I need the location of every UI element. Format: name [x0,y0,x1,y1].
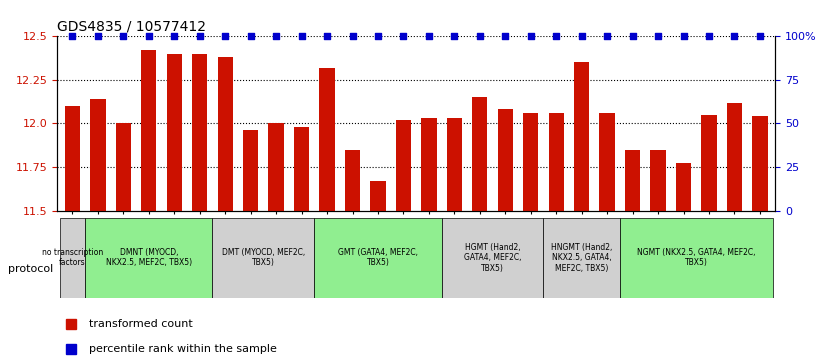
Text: no transcription
factors: no transcription factors [42,248,103,268]
Point [524,33,537,39]
Point [550,33,563,39]
Bar [116,123,131,363]
Point [677,33,690,39]
Text: protocol: protocol [8,264,53,274]
Point [626,33,639,39]
Bar [523,113,539,363]
Text: GDS4835 / 10577412: GDS4835 / 10577412 [57,20,206,34]
FancyBboxPatch shape [441,218,543,298]
Bar [345,150,360,363]
Point [397,33,410,39]
FancyBboxPatch shape [543,218,620,298]
Bar [243,130,259,363]
Text: DMT (MYOCD, MEF2C,
TBX5): DMT (MYOCD, MEF2C, TBX5) [222,248,305,268]
Point [142,33,155,39]
FancyBboxPatch shape [620,218,773,298]
Point [91,33,104,39]
Point [601,33,614,39]
Point [423,33,436,39]
Bar [268,123,284,363]
Point [753,33,766,39]
Bar [64,106,80,363]
Bar [141,50,157,363]
Text: NGMT (NKX2.5, GATA4, MEF2C,
TBX5): NGMT (NKX2.5, GATA4, MEF2C, TBX5) [637,248,756,268]
FancyBboxPatch shape [85,218,212,298]
Point [346,33,359,39]
Point [651,33,664,39]
Point [193,33,206,39]
Point [448,33,461,39]
Point [499,33,512,39]
Bar [472,97,487,363]
Point [269,33,282,39]
Text: HGMT (Hand2,
GATA4, MEF2C,
TBX5): HGMT (Hand2, GATA4, MEF2C, TBX5) [463,243,521,273]
Point [244,33,257,39]
Bar [370,181,386,363]
Point [295,33,308,39]
Point [66,33,79,39]
Point [371,33,384,39]
Text: DMNT (MYOCD,
NKX2.5, MEF2C, TBX5): DMNT (MYOCD, NKX2.5, MEF2C, TBX5) [106,248,192,268]
Bar [446,118,462,363]
Text: transformed count: transformed count [90,319,193,329]
Text: percentile rank within the sample: percentile rank within the sample [90,344,277,354]
Bar [421,118,437,363]
Bar [676,163,691,363]
Point [473,33,486,39]
Bar [192,54,207,363]
FancyBboxPatch shape [314,218,441,298]
Point [168,33,181,39]
Bar [600,113,614,363]
Text: HNGMT (Hand2,
NKX2.5, GATA4,
MEF2C, TBX5): HNGMT (Hand2, NKX2.5, GATA4, MEF2C, TBX5… [551,243,612,273]
Bar [625,150,641,363]
Bar [218,57,233,363]
Point [575,33,588,39]
Point [728,33,741,39]
Bar [498,110,513,363]
FancyBboxPatch shape [212,218,314,298]
Point [321,33,334,39]
Bar [574,62,589,363]
Bar [91,99,105,363]
Bar [319,68,335,363]
Point [117,33,130,39]
Bar [294,127,309,363]
Text: GMT (GATA4, MEF2C,
TBX5): GMT (GATA4, MEF2C, TBX5) [338,248,418,268]
Point [703,33,716,39]
FancyBboxPatch shape [60,218,85,298]
Bar [166,54,182,363]
Bar [752,117,768,363]
Bar [548,113,564,363]
Bar [396,120,411,363]
Bar [650,150,666,363]
Point [219,33,232,39]
Bar [702,115,716,363]
Bar [727,102,742,363]
